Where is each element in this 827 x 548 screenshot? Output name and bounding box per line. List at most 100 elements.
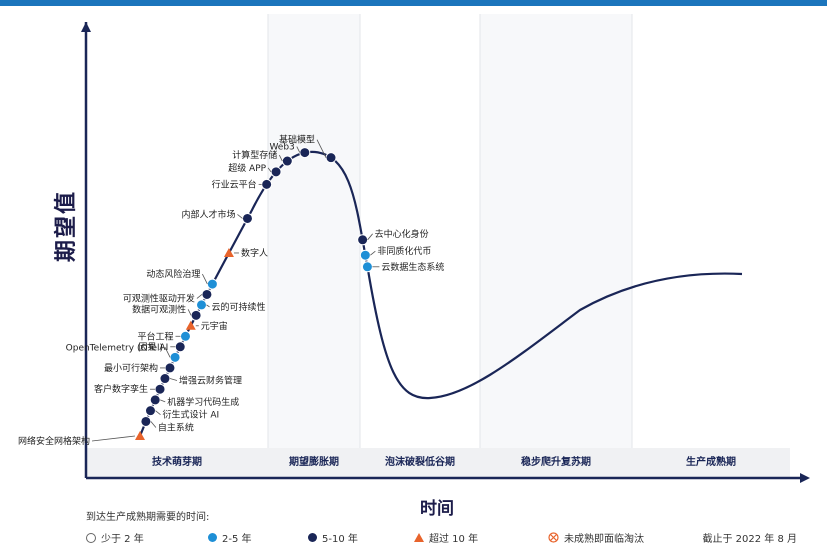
leader-line — [206, 304, 210, 308]
circle-marker — [140, 415, 152, 427]
circle-marker — [241, 212, 253, 224]
leader-line — [155, 410, 161, 415]
circle-marker — [261, 178, 273, 190]
technology-mark: 去中心化身份 — [357, 228, 429, 246]
leader-line — [370, 250, 376, 256]
technology-mark: 超级 APP — [228, 162, 282, 178]
legend-item-5to10: 5-10 年 — [308, 530, 358, 545]
leader-line — [164, 347, 171, 358]
phase-band — [86, 14, 268, 478]
technology-mark: 自主系统 — [140, 415, 194, 433]
technology-mark: 云数据生态系统 — [361, 261, 444, 273]
technology-label: 云的可持续性 — [211, 301, 265, 313]
legend-label: 未成熟即面临淘汰 — [564, 534, 644, 545]
phase-label: 期望膨胀期 — [289, 455, 339, 468]
circle-marker — [357, 234, 369, 246]
circle-marker — [201, 288, 213, 300]
technology-mark: 数字人 — [223, 247, 268, 259]
technology-mark: 因果 AI — [139, 341, 186, 353]
technology-label: 动态风险治理 — [146, 268, 200, 280]
leader-line — [91, 435, 136, 442]
axes — [81, 22, 810, 483]
legend-item-obsolete: 未成熟即面临淘汰 — [548, 530, 644, 545]
y-axis-label: 期望值 — [54, 189, 79, 262]
legend-item-2to5: 2-5 年 — [208, 530, 252, 545]
x-axis-arrow — [800, 473, 810, 483]
leader-line — [316, 139, 327, 158]
legend-label: 5-10 年 — [322, 534, 358, 545]
leader-line — [196, 294, 203, 299]
y-axis-arrow — [81, 22, 91, 32]
circle-marker — [164, 362, 176, 374]
technology-label: 数字人 — [241, 247, 268, 259]
orange-triangle-marker — [223, 247, 234, 257]
crossed-circle-icon — [548, 532, 559, 543]
phase-band — [360, 14, 480, 478]
circle-marker — [299, 147, 311, 159]
leader-line — [169, 378, 178, 381]
legend-title: 到达生产成熟期需要的时间: — [86, 512, 210, 523]
legend-label: 2-5 年 — [222, 534, 252, 545]
technology-mark: 平台工程 — [137, 330, 191, 342]
legend-item-gt10: 超过 10 年 — [414, 530, 478, 545]
circle-marker — [206, 278, 218, 290]
circle-marker — [179, 330, 191, 342]
technology-label: 去中心化身份 — [375, 228, 429, 240]
circle-marker — [270, 166, 282, 178]
circle-marker — [159, 373, 171, 385]
phase-label-band — [86, 448, 790, 478]
top-accent-bar — [0, 0, 827, 6]
technology-label: 可观测性驱动开发 — [123, 292, 195, 304]
technology-label: 计算型存储 — [232, 149, 277, 161]
technology-label: 客户数字孪生 — [94, 383, 148, 395]
circle-marker — [281, 155, 293, 167]
technology-label: 非同质化代币 — [377, 245, 431, 257]
legend-label: 超过 10 年 — [429, 534, 479, 545]
technology-mark: 衍生式设计 AI — [144, 405, 219, 421]
technology-mark: 行业云平台 — [212, 178, 273, 190]
circle-marker — [325, 152, 337, 164]
phase-band — [632, 14, 790, 478]
technology-mark: 增强云财务管理 — [159, 373, 242, 387]
technology-mark: 计算型存储 — [232, 149, 293, 167]
technology-label: 超级 APP — [228, 162, 266, 174]
leader-line — [202, 273, 208, 285]
x-axis-label: 时间 — [420, 499, 454, 519]
phase-label: 泡沫破裂低谷期 — [385, 455, 455, 468]
light-blue-circle-icon — [208, 533, 217, 542]
technology-mark: 最小可行架构 — [104, 362, 176, 374]
circle-marker — [174, 341, 186, 353]
technology-mark: Web3 — [269, 143, 311, 159]
technology-mark: 网络安全网格架构 — [18, 431, 145, 447]
technology-label: OpenTelemetry (OTel) — [66, 343, 163, 353]
technology-label: 自主系统 — [158, 421, 194, 433]
technology-label: 衍生式设计 AI — [162, 409, 219, 421]
technology-label: Web3 — [269, 143, 294, 153]
orange-triangle-icon — [414, 533, 424, 542]
technology-label: 最小可行架构 — [104, 362, 158, 374]
circle-marker — [190, 309, 202, 321]
technology-mark: 云的可持续性 — [195, 299, 266, 313]
leader-line — [278, 154, 283, 162]
circle-marker — [195, 299, 207, 311]
circle-marker — [169, 351, 181, 363]
leader-line — [367, 233, 373, 241]
technology-label: 平台工程 — [137, 330, 173, 342]
circle-marker — [149, 394, 161, 406]
technology-label: 增强云财务管理 — [179, 375, 242, 387]
technology-mark: 内部人才市场 — [181, 208, 253, 224]
circle-marker — [144, 405, 156, 417]
leader-line — [150, 421, 157, 428]
leader-line — [160, 399, 166, 403]
leader-line — [267, 167, 272, 173]
legend: 少于 2 年 2-5 年 5-10 年 超过 10 年 未成熟即面临淘汰 截止于… — [0, 530, 827, 546]
technology-mark: OpenTelemetry (OTel) — [66, 343, 181, 363]
technology-label: 数据可观测性 — [132, 303, 186, 315]
technology-mark: 机器学习代码生成 — [149, 394, 239, 408]
hollow-circle-icon — [86, 532, 96, 543]
technology-label: 因果 AI — [139, 342, 169, 353]
technology-mark: 数据可观测性 — [132, 303, 202, 321]
dark-blue-circle-icon — [308, 533, 317, 542]
